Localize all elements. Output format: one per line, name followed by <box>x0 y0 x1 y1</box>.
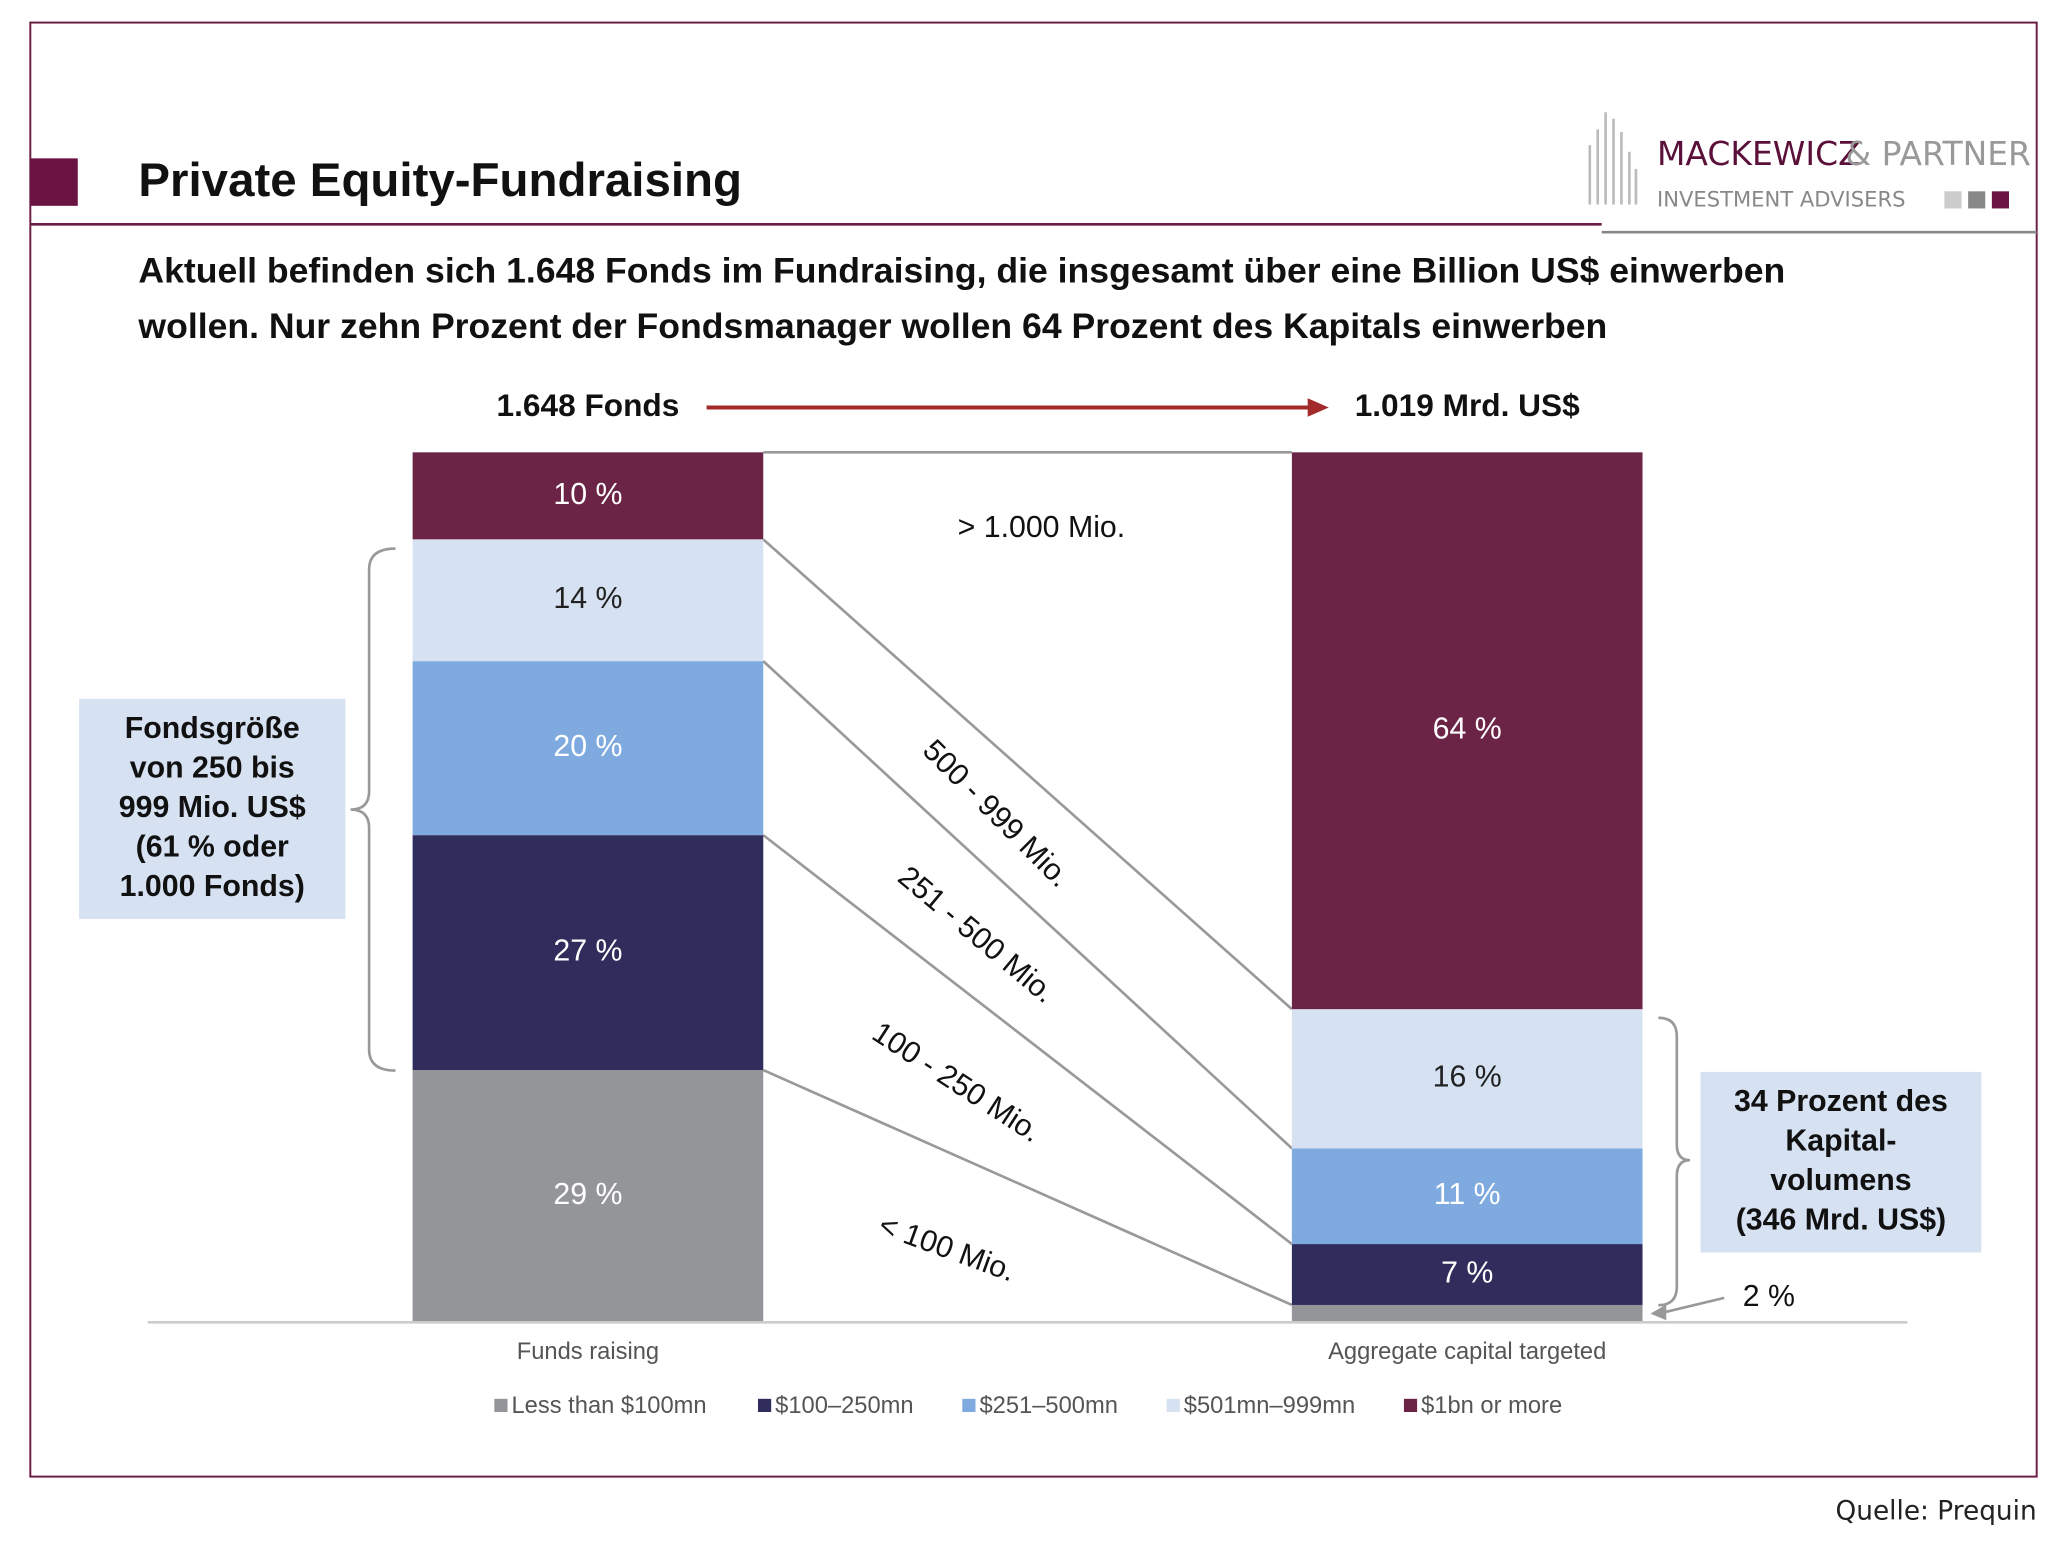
annotation-text: von 250 bis <box>130 751 295 784</box>
x-tick-label: Funds raising <box>517 1339 659 1365</box>
bracket <box>350 547 396 1072</box>
annotation-text: 34 Prozent des <box>1734 1085 1948 1118</box>
annotation-text: Fondsgröße <box>125 712 300 745</box>
band-label: > 1.000 Mio. <box>958 511 1126 544</box>
bar-segment <box>412 835 764 1071</box>
value-label: 7 % <box>1441 1257 1493 1290</box>
label-arrow <box>1658 1296 1725 1315</box>
connector <box>762 538 1293 1011</box>
chart: 29 % 2 % 27 % 7 % 20 % 11 % 14 % 16 % 10 % 64 % Fu… <box>79 387 1982 1419</box>
brand-square <box>1991 191 2009 209</box>
annotation-text: 999 Mio. US$ <box>119 791 306 824</box>
title: Private Equity-Fundraising <box>138 154 742 207</box>
connector <box>762 834 1293 1246</box>
band-label: 500 - 999 Mio. <box>916 734 1076 894</box>
band-label: < 100 Mio. <box>874 1209 1019 1289</box>
brand-name: MACKEWICZ <box>1657 134 1861 173</box>
bar-segment <box>1291 1009 1643 1149</box>
annotation-text: Kapital- <box>1785 1124 1896 1157</box>
subtitle: wollen. Nur zehn Prozent der Fondsmanage… <box>137 306 1607 346</box>
bar-segment <box>412 1070 764 1323</box>
annotation-text: (61 % oder <box>136 830 289 863</box>
bracket <box>1658 1016 1691 1307</box>
frame <box>29 21 2038 1478</box>
bar-segment <box>1291 452 1643 1010</box>
title-marker <box>30 158 78 206</box>
band-label: 251 - 500 Mio. <box>892 860 1062 1010</box>
source: Quelle: Prequin <box>1836 1497 2037 1527</box>
legend-label: $251–500mn <box>979 1393 1117 1419</box>
legend-swatch <box>962 1398 976 1413</box>
legend-swatch <box>1403 1398 1418 1413</box>
annotation-text: 1.000 Fonds) <box>120 870 305 903</box>
bar-segment <box>1291 1148 1643 1245</box>
value-label: 10 % <box>553 478 622 511</box>
value-label: 2 % <box>1743 1280 1795 1313</box>
x-tick-label: Aggregate capital targeted <box>1328 1339 1606 1365</box>
value-label: 16 % <box>1433 1061 1502 1094</box>
brand-partner: & PARTNER <box>1846 134 2031 173</box>
legend-label: $501mn–999mn <box>1184 1393 1355 1419</box>
legend-swatch <box>757 1398 772 1413</box>
annotation-box <box>79 698 346 919</box>
value-label: 11 % <box>1434 1178 1501 1211</box>
total-label: 1.019 Mrd. US$ <box>1355 387 1580 423</box>
bar-segment <box>1291 1304 1643 1323</box>
annotation-box <box>1700 1071 1982 1253</box>
legend-label: Less than $100mn <box>511 1393 706 1419</box>
value-label: 14 % <box>553 582 622 615</box>
legend-swatch <box>494 1398 508 1413</box>
brand-tagline: INVESTMENT ADVISERS <box>1657 187 1905 212</box>
value-label: 27 % <box>553 935 622 968</box>
value-label: 20 % <box>553 730 622 763</box>
legend-swatch <box>1166 1398 1180 1413</box>
value-label: 29 % <box>553 1178 622 1211</box>
annotation-text: volumens <box>1770 1164 1911 1197</box>
connector <box>762 660 1293 1150</box>
bar-segment <box>412 539 764 662</box>
brand-logo <box>1588 112 1638 205</box>
brand-square <box>1944 191 1962 209</box>
bar-segment <box>412 661 764 836</box>
bar-segment <box>1291 1244 1643 1305</box>
total-arrowhead <box>1307 398 1329 417</box>
annotation-text: (346 Mrd. US$) <box>1736 1204 1946 1237</box>
bar-segment <box>412 452 764 540</box>
brand-square <box>1968 191 1986 209</box>
legend-label: $100–250mn <box>775 1393 913 1419</box>
value-label: 64 % <box>1433 713 1502 746</box>
subtitle: Aktuell befinden sich 1.648 Fonds im Fun… <box>138 250 1785 290</box>
total-label: 1.648 Fonds <box>497 387 680 423</box>
legend-label: $1bn or more <box>1421 1393 1562 1419</box>
label-arrowhead <box>1650 1304 1667 1321</box>
connector <box>762 1068 1293 1307</box>
